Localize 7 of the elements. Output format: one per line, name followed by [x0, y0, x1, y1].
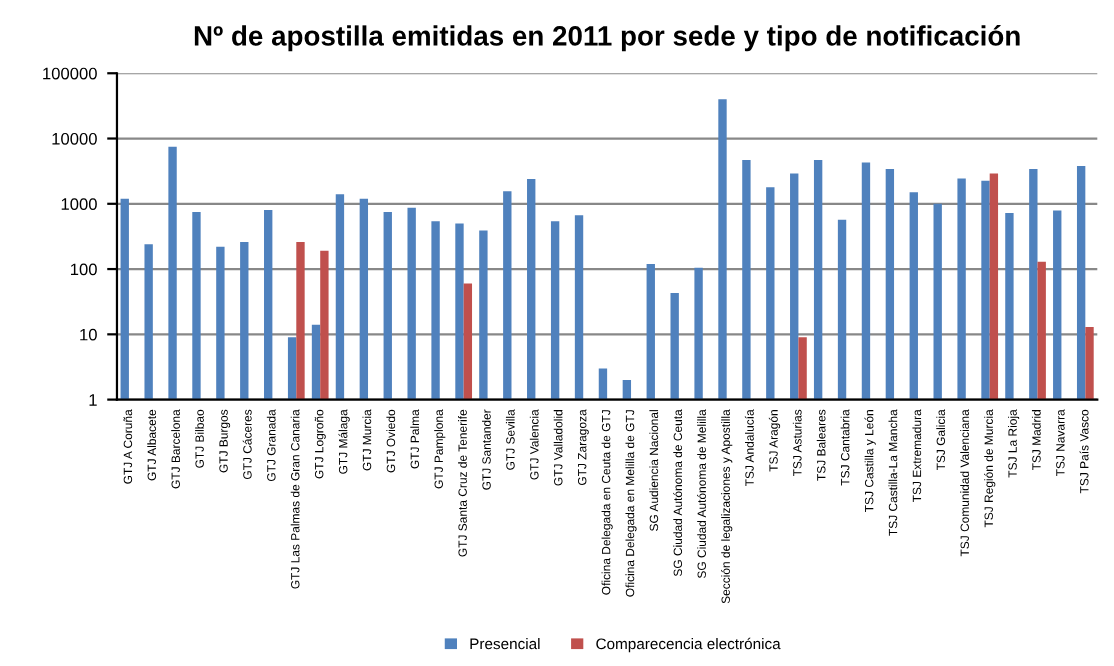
y-tick-label: 100000 [43, 67, 97, 80]
y-tick-label: 10 [80, 328, 97, 341]
y-tick-label: 1 [89, 394, 97, 406]
y-tick-label: 100 [70, 263, 97, 276]
y-tick-label: 10000 [52, 132, 97, 145]
y-tick-label: 1000 [61, 198, 97, 210]
chart-title: Nº de apostilla emitidas en 2011 por sede y tipo de notificación [194, 25, 1020, 52]
